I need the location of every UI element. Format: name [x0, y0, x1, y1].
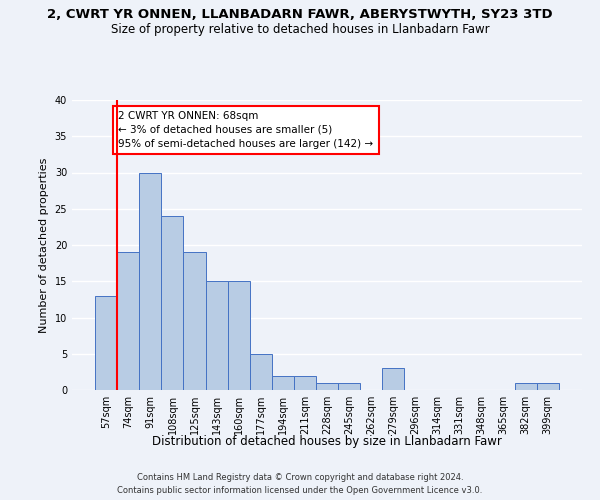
Text: 2 CWRT YR ONNEN: 68sqm
← 3% of detached houses are smaller (5)
95% of semi-detac: 2 CWRT YR ONNEN: 68sqm ← 3% of detached … [118, 111, 373, 149]
Bar [139, 172, 161, 390]
Bar [95, 296, 117, 390]
Bar [184, 252, 206, 390]
Y-axis label: Number of detached properties: Number of detached properties [39, 158, 49, 332]
Text: Size of property relative to detached houses in Llanbadarn Fawr: Size of property relative to detached ho… [110, 22, 490, 36]
Bar [206, 281, 227, 390]
Text: Contains HM Land Registry data © Crown copyright and database right 2024.
Contai: Contains HM Land Registry data © Crown c… [118, 473, 482, 495]
Bar [227, 281, 250, 390]
Text: Distribution of detached houses by size in Llanbadarn Fawr: Distribution of detached houses by size … [152, 435, 502, 448]
Bar [537, 383, 559, 390]
Bar [382, 368, 404, 390]
Bar [117, 252, 139, 390]
Bar [515, 383, 537, 390]
Bar [250, 354, 272, 390]
Bar [272, 376, 294, 390]
Bar [316, 383, 338, 390]
Bar [338, 383, 360, 390]
Bar [294, 376, 316, 390]
Bar [161, 216, 184, 390]
Text: 2, CWRT YR ONNEN, LLANBADARN FAWR, ABERYSTWYTH, SY23 3TD: 2, CWRT YR ONNEN, LLANBADARN FAWR, ABERY… [47, 8, 553, 20]
